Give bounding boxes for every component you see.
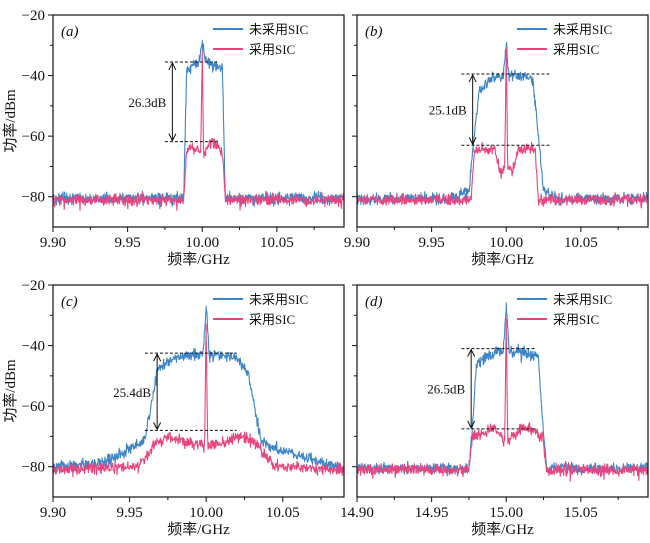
x-tick-label: 15.05 xyxy=(564,505,598,521)
annotation-arrow-head-top xyxy=(467,348,476,357)
panel-label: (d) xyxy=(365,294,383,310)
annotation-label-background xyxy=(427,102,468,118)
series-line-with-sic xyxy=(53,323,344,478)
series-line-without-sic xyxy=(53,39,344,210)
annotation-arrow-head-bottom xyxy=(153,422,162,431)
x-tick-label: 9.90 xyxy=(40,235,66,251)
x-tick-label: 10.05 xyxy=(266,505,300,521)
x-axis-title: 频率/GHz xyxy=(167,521,230,538)
x-axis-title: 频率/GHz xyxy=(471,251,534,268)
annotation-arrow-head-top xyxy=(168,61,177,71)
annotation-label: 25.1dB xyxy=(429,103,467,118)
series-line-with-sic xyxy=(357,317,648,482)
series-line-without-sic xyxy=(357,41,648,206)
y-axis-title: 功率/dBm xyxy=(2,359,19,423)
legend-label-with-sic: 采用SIC xyxy=(553,42,599,57)
x-tick-label: 10.00 xyxy=(185,235,219,251)
y-tick-label: −20 xyxy=(22,278,45,294)
x-tick-label: 10.05 xyxy=(564,235,598,251)
x-tick-label: 10.00 xyxy=(489,235,523,251)
x-tick-label: 9.95 xyxy=(116,505,142,521)
series-line-without-sic xyxy=(53,305,344,475)
annotation-arrow-head-bottom xyxy=(168,133,177,142)
series-line-with-sic xyxy=(53,50,344,211)
annotation-label-background xyxy=(112,384,153,400)
y-tick-label: −60 xyxy=(22,129,45,145)
axes-frame xyxy=(356,284,649,498)
panel-label: (c) xyxy=(61,294,78,310)
annotation-label-background xyxy=(127,94,168,110)
panel-label: (b) xyxy=(365,24,383,40)
series-line-with-sic xyxy=(357,47,648,209)
x-axis-title: 频率/GHz xyxy=(471,521,534,538)
x-tick-label: 14.95 xyxy=(415,505,449,521)
annotation-arrow-head-top xyxy=(468,73,477,83)
plot-area xyxy=(53,305,344,478)
legend-label-without-sic: 未采用SIC xyxy=(249,22,308,37)
chart-panel-1: 9.90 9.95 10.00 10.05 −20 −40 −60 −80 频率/GHz 功率/d… xyxy=(2,8,345,268)
x-tick-label: 9.95 xyxy=(418,235,444,251)
y-tick-label: −60 xyxy=(22,399,45,415)
axes-frame xyxy=(52,284,345,498)
annotation-label: 26.5dB xyxy=(427,382,465,397)
chart-panel-3: 9.90 9.95 10.00 10.05 −20 −40 −60 −80 频率/GHz 功率/d… xyxy=(2,278,345,538)
y-tick-label: −80 xyxy=(22,460,45,476)
y-axis-title: 功率/dBm xyxy=(2,89,19,153)
annotation-arrow-head-bottom xyxy=(467,420,476,429)
chart-panel-4: 14.95 15.00 15.05 频率/GHz (d) 未采用SIC 采用SIC 26.5d… xyxy=(352,284,649,538)
series-line-without-sic xyxy=(357,302,648,477)
legend-label-with-sic: 采用SIC xyxy=(249,312,295,327)
x-tick-label: 9.90 xyxy=(344,235,370,251)
annotation-arrow-head-bottom xyxy=(468,137,477,146)
x-axis-title: 频率/GHz xyxy=(167,251,230,268)
annotation-label-background xyxy=(426,381,467,397)
y-tick-label: −80 xyxy=(22,190,45,206)
x-tick-label: 10.00 xyxy=(189,505,223,521)
y-tick-label: −20 xyxy=(22,8,45,24)
legend-label-without-sic: 未采用SIC xyxy=(249,292,308,307)
x-tick-label: 10.05 xyxy=(260,235,294,251)
plot-area xyxy=(53,39,344,211)
chart-panel-2: 9.90 9.95 10.00 10.05 频率/GHz (b) 未采用SIC 采用SIC 25… xyxy=(344,14,649,268)
x-tick-label: 9.95 xyxy=(114,235,140,251)
x-tick-label: 9.90 xyxy=(40,505,66,521)
y-tick-label: −40 xyxy=(22,69,45,85)
x-tick-label-panel-d-start: 14.90 xyxy=(340,505,374,521)
legend-label-without-sic: 未采用SIC xyxy=(553,292,612,307)
plot-area xyxy=(357,41,648,209)
legend-label-without-sic: 未采用SIC xyxy=(553,22,612,37)
plot-area xyxy=(357,302,648,482)
annotation-label: 25.4dB xyxy=(113,385,151,400)
y-tick-label: −40 xyxy=(22,339,45,355)
panel-label: (a) xyxy=(61,24,79,40)
annotation-label: 26.3dB xyxy=(128,95,166,110)
axes-frame xyxy=(52,14,345,228)
annotation-arrow-head-top xyxy=(153,353,162,362)
x-tick-label: 15.00 xyxy=(489,505,523,521)
axes-frame xyxy=(356,14,649,228)
legend-label-with-sic: 采用SIC xyxy=(249,42,295,57)
legend-label-with-sic: 采用SIC xyxy=(553,312,599,327)
